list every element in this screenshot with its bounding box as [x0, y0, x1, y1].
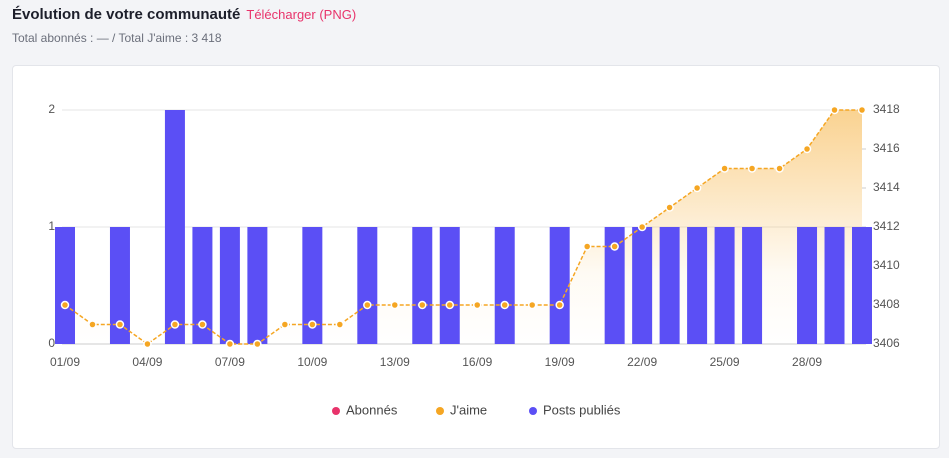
y-tick-label: 0	[48, 336, 55, 350]
bar	[659, 227, 680, 344]
line-point	[170, 320, 180, 329]
x-tick-label: 19/09	[545, 355, 575, 369]
line-point	[747, 164, 757, 173]
line-point	[857, 105, 867, 115]
x-tick-label: 13/09	[380, 355, 410, 369]
x-tick-label: 28/09	[792, 355, 822, 369]
download-link[interactable]: Télécharger (PNG)	[246, 7, 357, 22]
line	[64, 109, 862, 345]
y-tick-label: 1	[48, 219, 55, 233]
line-point	[830, 105, 839, 115]
x-tick-label: 16/09	[462, 355, 492, 369]
bar	[219, 227, 240, 344]
line-point	[692, 183, 702, 193]
line-point	[720, 164, 729, 173]
y2-tick-label: 3408	[873, 297, 900, 311]
line-point	[363, 300, 372, 310]
bar	[247, 227, 268, 344]
x-tick-label: 22/09	[627, 355, 657, 369]
y-tick-label: 2	[48, 102, 55, 116]
line-point	[555, 300, 564, 310]
bar	[797, 227, 818, 344]
legend-dot	[332, 407, 340, 415]
line-point	[88, 320, 97, 329]
line-point	[610, 242, 619, 251]
bar	[357, 227, 378, 344]
line-point	[418, 300, 427, 310]
y2-tick-label: 3410	[873, 258, 900, 272]
line-point	[60, 300, 70, 310]
legend-dot	[436, 407, 444, 415]
header: Évolution de votre communauté Télécharger…	[12, 6, 356, 45]
x-tick-label: 25/09	[710, 355, 740, 369]
line-point	[335, 320, 345, 329]
bar	[164, 110, 185, 344]
x-tick-label: 07/09	[215, 355, 245, 369]
bar	[109, 227, 130, 344]
bar	[439, 227, 460, 344]
bar	[632, 227, 653, 344]
bar	[604, 227, 625, 344]
x-tick-label: 01/09	[50, 355, 80, 369]
y2-tick-label: 3418	[873, 102, 900, 116]
bar	[412, 227, 433, 344]
line-point	[775, 164, 784, 173]
line-point	[308, 320, 317, 329]
subtitle: Total abonnés : — / Total J'aime : 3 418	[12, 31, 222, 45]
line-point	[500, 300, 509, 310]
bar	[824, 227, 845, 344]
line-point	[198, 320, 207, 329]
bar	[852, 227, 872, 344]
line-point	[582, 242, 592, 251]
legend-dot	[529, 407, 537, 415]
legend-label: Posts publiés	[543, 402, 621, 417]
bar	[302, 227, 323, 344]
title: Évolution de votre communauté	[12, 6, 241, 23]
line-point	[445, 300, 455, 310]
bar	[687, 227, 708, 344]
y2-tick-label: 3416	[873, 141, 900, 155]
line-point	[527, 300, 537, 310]
line-point	[143, 339, 152, 349]
legend-label: J'aime	[450, 402, 487, 417]
line-point	[280, 320, 290, 329]
y2-tick-label: 3412	[873, 219, 900, 233]
bar	[549, 227, 570, 344]
y2-tick-label: 3414	[873, 180, 900, 194]
y2-tick-label: 3406	[873, 336, 900, 350]
bar	[192, 227, 213, 344]
bar	[742, 227, 763, 344]
x-tick-label: 10/09	[297, 355, 327, 369]
line-point	[390, 300, 400, 310]
line-point	[225, 339, 235, 349]
line-point	[802, 144, 812, 154]
line-point	[637, 222, 647, 232]
line-point	[665, 203, 674, 212]
bar	[714, 227, 735, 344]
line-point	[253, 339, 262, 349]
legend-label: Abonnés	[346, 402, 398, 417]
bar	[494, 227, 515, 344]
bar	[55, 227, 75, 344]
line-point	[115, 320, 125, 329]
x-tick-label: 04/09	[132, 355, 162, 369]
line-point	[472, 300, 482, 310]
